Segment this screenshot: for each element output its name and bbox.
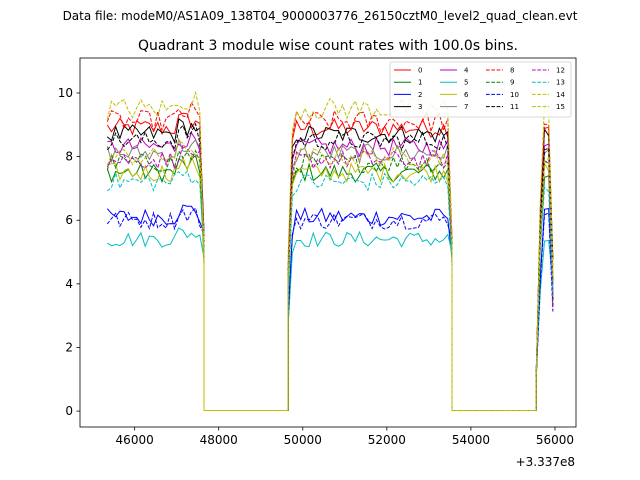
- legend-label-12: 12: [556, 67, 565, 75]
- series-line-2: [106, 204, 554, 411]
- y-tick-label: 4: [65, 277, 73, 291]
- x-tick-label: 52000: [368, 433, 406, 447]
- series-line-3: [106, 118, 554, 411]
- legend-box: [389, 61, 572, 118]
- legend-label-11: 11: [510, 103, 519, 111]
- legend-label-4: 4: [464, 67, 469, 75]
- y-tick-label: 10: [58, 86, 73, 100]
- x-tick-label: 46000: [116, 433, 154, 447]
- y-axis: 0 2 4 6 8 10: [58, 86, 80, 418]
- legend-label-8: 8: [510, 67, 514, 75]
- x-tick-label: 50000: [284, 433, 322, 447]
- chart-title: Quadrant 3 module wise count rates with …: [138, 38, 518, 54]
- legend-label-13: 13: [556, 79, 565, 87]
- series-line-5: [107, 227, 554, 411]
- legend-label-14: 14: [556, 91, 565, 99]
- x-tick-label: 48000: [200, 433, 238, 447]
- series-line-12: [106, 143, 554, 411]
- x-offset-label: +3.337e8: [516, 455, 575, 469]
- y-tick-label: 0: [65, 404, 73, 418]
- legend-label-6: 6: [464, 91, 469, 99]
- series-line-8: [106, 101, 554, 411]
- legend-label-9: 9: [510, 79, 514, 87]
- legend-label-15: 15: [556, 103, 565, 111]
- series-line-13: [106, 170, 554, 411]
- legend-label-5: 5: [464, 79, 468, 87]
- x-axis: 46000 48000 50000 52000 54000 56000: [116, 427, 574, 447]
- series-line-9: [106, 149, 554, 411]
- series-line-1: [106, 154, 554, 411]
- x-tick-label: 54000: [452, 433, 490, 447]
- legend-label-7: 7: [464, 103, 468, 111]
- series-line-6: [107, 154, 554, 411]
- figure-suptitle: Data file: modeM0/AS1A09_138T04_90000037…: [63, 9, 578, 23]
- series-line-11: [106, 122, 554, 411]
- legend-label-1: 1: [418, 79, 422, 87]
- y-tick-label: 6: [65, 213, 73, 227]
- series-line-10: [106, 207, 554, 411]
- series-line-14: [106, 90, 554, 411]
- y-tick-label: 2: [65, 340, 73, 354]
- y-tick-label: 8: [65, 150, 73, 164]
- legend-label-0: 0: [418, 67, 422, 75]
- legend-label-10: 10: [510, 91, 519, 99]
- legend-label-3: 3: [418, 103, 422, 111]
- series-line-15: [106, 139, 554, 411]
- x-tick-label: 56000: [536, 433, 574, 447]
- axes-frame: [79, 57, 577, 428]
- legend-label-2: 2: [418, 91, 422, 99]
- plot-area: [79, 57, 577, 428]
